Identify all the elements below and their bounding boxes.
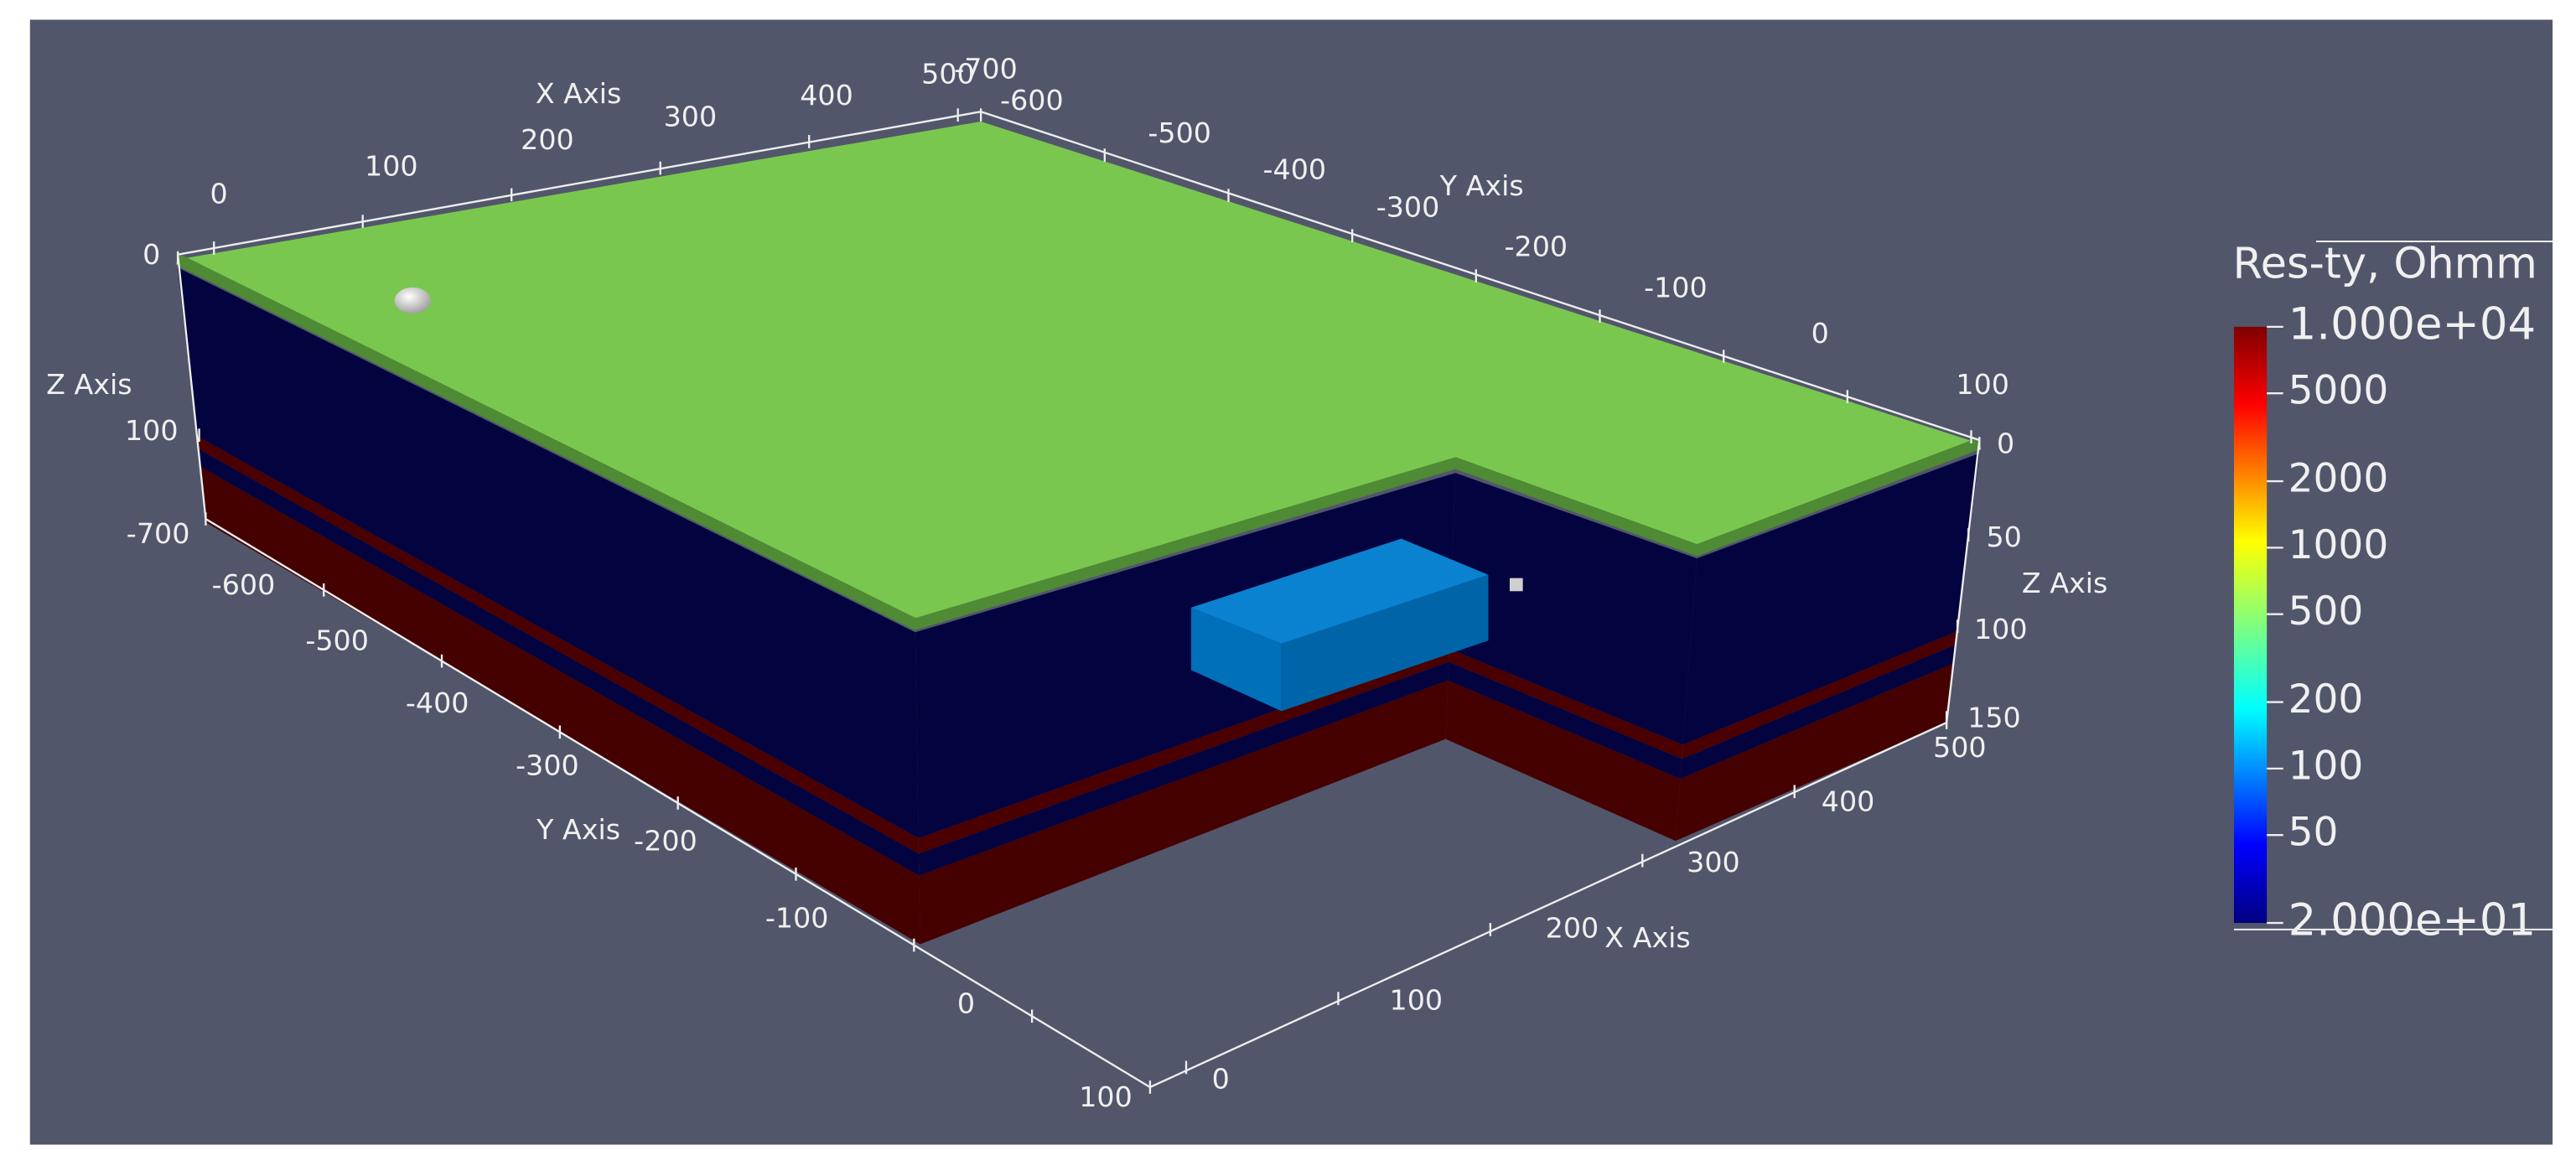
axis-title: Z Axis (46, 368, 132, 401)
colorbar-label: 500 (2288, 588, 2364, 635)
side-layer (196, 435, 919, 854)
colorbar-label: 2.000e+01 (2288, 895, 2537, 946)
tick-label: 0 (210, 178, 227, 210)
colorbar-label: 5000 (2288, 368, 2389, 414)
colorbar-label: 1000 (2288, 522, 2389, 568)
side-layer (1445, 680, 1681, 842)
side-layer (1680, 644, 1957, 779)
tick-label: 500 (921, 58, 975, 91)
block-front (1190, 607, 1282, 712)
tick-label: 100 (1079, 1080, 1133, 1113)
colorbar-label: 2000 (2288, 456, 2389, 502)
tick-label: 50 (1987, 521, 2022, 553)
surface-edge (175, 254, 1982, 630)
marker-dome (394, 287, 431, 314)
axis-title: X Axis (536, 77, 621, 110)
colorbar-title: Res-ty, Ohmm (2233, 239, 2537, 288)
side-layer (1449, 473, 1697, 745)
tick-label: -700 (127, 517, 190, 550)
side-layer (1448, 648, 1683, 759)
axis-title: X Axis (1604, 921, 1690, 954)
tick-label: -400 (1263, 153, 1327, 185)
tick-label: 500 (1933, 731, 1987, 764)
tick-label: 100 (1974, 613, 2028, 645)
colorbar-label: 100 (2288, 743, 2364, 789)
axis-title: Y Axis (536, 813, 620, 846)
side-layer (1675, 663, 1954, 842)
model (178, 267, 1980, 945)
tick-label: 200 (521, 123, 574, 156)
side-layer (1682, 630, 1958, 759)
tick-label: -300 (1376, 190, 1440, 223)
side-layer (200, 466, 920, 945)
side-layer (918, 648, 1449, 854)
tick-label: 100 (125, 414, 179, 447)
side-layer (1682, 453, 1980, 745)
tick-label: 100 (1956, 368, 2009, 401)
tick-label: -300 (516, 749, 579, 781)
tick-label: 0 (1811, 317, 1829, 350)
side-layer (178, 267, 919, 838)
tick-label: 0 (957, 987, 975, 1020)
tick-label: 400 (1822, 785, 1875, 818)
side-layer (919, 680, 1449, 945)
axis-title: Z Axis (2022, 567, 2107, 599)
tick-label: 100 (365, 149, 418, 182)
tick-label: -200 (634, 825, 697, 858)
tick-label: -500 (1148, 117, 1211, 149)
side-layer (1448, 661, 1682, 779)
block-top (1190, 538, 1489, 644)
side-layer (918, 661, 1449, 876)
tick-label: -100 (1644, 271, 1708, 303)
colorbar-label: 50 (2288, 810, 2339, 856)
tick-label: 400 (800, 79, 853, 111)
side-layer (197, 448, 920, 876)
tick-label: -200 (1505, 230, 1568, 262)
tick-label: 150 (1967, 702, 2021, 734)
tick-label: 0 (143, 238, 160, 271)
tick-label: -600 (212, 568, 276, 601)
colorbar-label: 200 (2288, 676, 2364, 723)
tick-label: 100 (1390, 984, 1443, 1017)
tick-label: 300 (1687, 846, 1740, 878)
tick-label: 200 (1546, 911, 1599, 944)
tick-label: -600 (1000, 84, 1064, 117)
tick-label: 0 (1212, 1063, 1230, 1096)
tick-label: -100 (765, 902, 829, 935)
marker-cube (1509, 578, 1523, 592)
side-layer (915, 473, 1456, 838)
tick-label: 300 (664, 101, 718, 133)
tick-label: -500 (305, 624, 369, 657)
tick-label: -700 (954, 53, 1018, 86)
top-surface (178, 121, 1980, 624)
tick-label: 0 (1997, 427, 2014, 459)
block-side (1281, 574, 1489, 712)
colorbar-label: 1.000e+04 (2288, 299, 2537, 350)
axis-title: Y Axis (1439, 169, 1524, 202)
colorbar (2233, 326, 2268, 924)
tick-label: -400 (406, 687, 469, 719)
